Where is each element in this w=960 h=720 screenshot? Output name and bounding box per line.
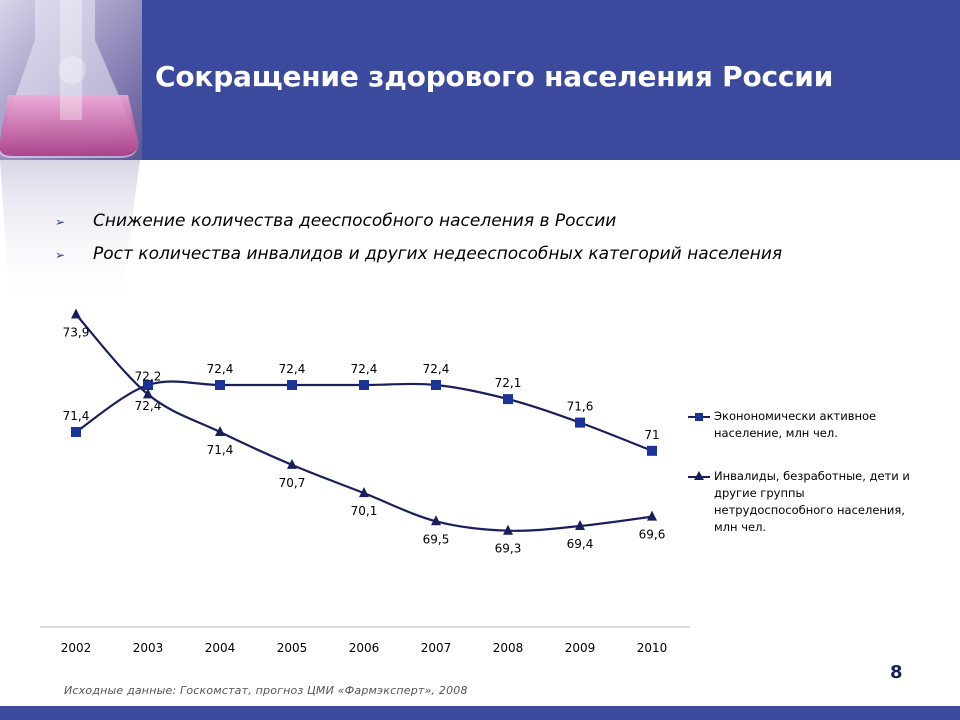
data-point-square: [503, 394, 513, 405]
triangle-marker-icon: [694, 471, 704, 480]
bullet-text: Рост количества инвалидов и других недее…: [93, 244, 783, 264]
data-point-square: [431, 380, 441, 390]
data-label: 70,1: [351, 504, 378, 518]
data-label: 70,7: [279, 476, 306, 490]
page-number: 8: [890, 662, 903, 683]
data-point-triangle: [575, 520, 585, 530]
data-label: 71,4: [207, 443, 234, 457]
series-line: [75, 313, 653, 532]
data-label: 71: [644, 428, 659, 442]
arrow-bullet-icon: ➢: [55, 215, 66, 229]
data-label: 72,4: [423, 362, 450, 376]
data-point-triangle: [71, 308, 81, 319]
legend-label: Эконономически активное население, млн ч…: [714, 409, 877, 440]
slide-title: Сокращение здорового населения России: [155, 60, 834, 93]
x-tick-label: 2006: [349, 641, 380, 655]
x-tick-label: 2009: [565, 641, 596, 655]
bullet-list: ➢ Снижение количества дееспособного насе…: [55, 206, 782, 272]
x-tick-label: 2002: [61, 641, 92, 655]
data-label: 72,1: [495, 376, 522, 390]
data-label: 69,6: [639, 528, 666, 542]
footer-bar: [0, 706, 960, 720]
flask-reflection: [0, 160, 140, 310]
data-point-triangle: [359, 487, 369, 498]
legend-label: Инвалиды, безработные, дети и другие гру…: [714, 469, 910, 534]
data-point-square: [215, 380, 225, 390]
data-point-square: [359, 380, 369, 390]
source-note: Исходные данные: Госкомстат, прогноз ЦМИ…: [64, 684, 468, 697]
data-point-triangle: [647, 510, 657, 521]
data-label: 72,2: [135, 369, 162, 383]
x-tick-label: 2005: [277, 641, 308, 655]
data-label: 69,4: [567, 537, 594, 551]
square-marker-icon: [695, 413, 703, 421]
data-point-triangle: [503, 524, 513, 535]
x-tick-label: 2004: [205, 641, 236, 655]
series-line: [75, 380, 653, 452]
bullet-item: ➢ Снижение количества дееспособного насе…: [55, 206, 782, 239]
legend-item-active-population: Эконономически активное население, млн ч…: [688, 408, 953, 442]
data-label: 69,5: [423, 532, 450, 546]
data-point-triangle: [431, 515, 441, 526]
bullet-text: Снижение количества дееспособного населе…: [93, 211, 617, 231]
data-point-triangle: [287, 458, 297, 469]
x-tick-label: 2008: [493, 641, 524, 655]
data-label: 72,4: [207, 362, 234, 376]
data-label: 72,4: [135, 399, 162, 413]
bullet-item: ➢ Рост количества инвалидов и других нед…: [55, 239, 782, 272]
data-label: 71,4: [63, 409, 90, 423]
arrow-bullet-icon: ➢: [55, 248, 66, 262]
data-label: 72,4: [279, 362, 306, 376]
data-label: 72,4: [351, 362, 378, 376]
legend-item-disabled-population: Инвалиды, безработные, дети и другие гру…: [688, 468, 953, 536]
x-tick-label: 2003: [133, 641, 164, 655]
data-label: 71,6: [567, 400, 594, 414]
x-tick-label: 2010: [637, 641, 668, 655]
x-tick-label: 2007: [421, 641, 452, 655]
data-point-triangle: [215, 426, 225, 436]
data-label: 73,9: [63, 326, 90, 340]
header-bar: Сокращение здорового населения России: [0, 0, 960, 160]
data-point-square: [71, 427, 81, 437]
flask-image: [0, 0, 142, 160]
data-point-triangle: [143, 388, 153, 399]
data-point-square: [647, 445, 657, 456]
data-point-square: [143, 380, 153, 390]
data-label: 69,3: [495, 542, 522, 556]
chart-legend: Эконономически активное население, млн ч…: [688, 408, 953, 536]
data-point-square: [287, 380, 297, 390]
data-point-square: [575, 417, 585, 428]
